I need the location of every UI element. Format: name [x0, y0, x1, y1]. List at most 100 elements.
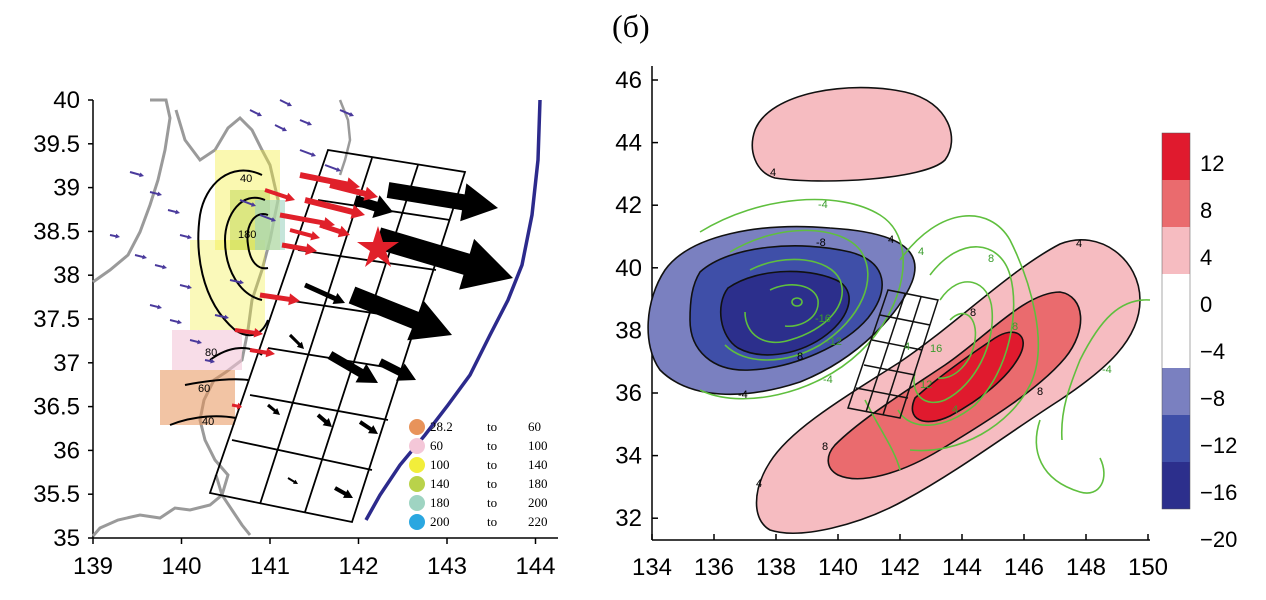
fault-outline-b	[847, 289, 939, 419]
legend-to: 220	[528, 514, 548, 529]
displacement-arrow-blue	[279, 99, 292, 107]
displacement-arrow-red	[289, 228, 320, 241]
contour-label-green: 4	[918, 246, 924, 258]
contour-labels-b: 4 4 -8 8 8 8 -4 8 4 4 -4 4 8 -16 -12 -4 …	[738, 167, 1112, 490]
x-tick-label: 134	[632, 554, 672, 581]
contour-label: 8	[1037, 386, 1043, 398]
x-tick-label: 139	[73, 553, 113, 580]
colorbar-segment	[1162, 227, 1190, 274]
y-tick-label: 39.5	[33, 131, 80, 158]
displacement-arrow-blue	[109, 233, 120, 239]
green-contour	[699, 198, 904, 400]
contour-label: 8	[822, 441, 828, 453]
y-tick-label: 36.5	[33, 394, 80, 421]
displacement-arrow-black	[288, 333, 304, 349]
contour-label: 180	[238, 229, 256, 241]
panel-b-label: (б)	[612, 8, 650, 44]
fault-grid-line	[231, 439, 373, 471]
contour-label-green: 16	[930, 343, 942, 355]
legend-to-word: to	[487, 495, 497, 510]
contour-label-green: -4	[823, 374, 833, 386]
fault-grid-line-b	[882, 296, 922, 416]
displacement-arrow-blue	[129, 171, 144, 178]
colorbar-label: 8	[1200, 198, 1212, 223]
displacement-arrow-black	[358, 420, 378, 434]
colorbar-label: −4	[1200, 339, 1225, 364]
displacement-arrow-blue	[149, 304, 162, 310]
x-tick-label: 146	[1004, 554, 1044, 581]
displacement-arrow-blue	[149, 191, 162, 197]
x-tick-label: 136	[694, 554, 734, 581]
x-tick-label: 143	[427, 553, 467, 580]
displacement-arrow-red	[281, 242, 317, 256]
displacement-arrow-blue	[299, 149, 316, 157]
panel-b-x-ticks: 134 136 138 140 142 144 146 148 150	[632, 534, 1168, 581]
x-tick-label: 144	[942, 554, 982, 581]
legend-from: 140	[430, 476, 450, 491]
legend-swatch	[409, 476, 425, 492]
displacement-arrow-black	[327, 351, 378, 383]
x-tick-label: 141	[250, 553, 290, 580]
y-tick-label: 40	[53, 87, 80, 114]
displacement-arrow-red	[259, 292, 300, 306]
displacement-arrow-blue	[259, 214, 276, 222]
legend-to: 200	[528, 495, 548, 510]
displacement-arrow-blue	[299, 119, 312, 126]
green-contour	[864, 399, 901, 471]
legend-to-word: to	[487, 438, 497, 453]
y-tick-label: 42	[615, 192, 642, 219]
colorbar-segment	[1162, 321, 1190, 368]
contour-label-green: 12	[920, 379, 932, 391]
y-tick-label: 40	[615, 255, 642, 282]
fault-grid-line	[297, 249, 437, 271]
filled-contours	[647, 86, 1141, 534]
displacement-arrow-blue	[179, 284, 192, 290]
coastline-boso	[214, 474, 252, 536]
green-contour	[1060, 299, 1151, 441]
trench-line	[364, 99, 542, 521]
intensity-area-teal	[255, 200, 285, 250]
green-contour	[899, 215, 1040, 452]
legend-from: 28.2	[430, 419, 453, 434]
legend-swatch	[409, 438, 425, 454]
panel-b-y-ticks: 46 44 42 40 38 36 34 32	[615, 67, 658, 532]
displacement-arrow-red	[249, 347, 275, 358]
contour-label: 8	[797, 351, 803, 363]
y-tick-label: 32	[615, 505, 642, 532]
colorbar-label: −12	[1200, 433, 1237, 458]
displacement-arrow-blue	[204, 358, 215, 364]
green-contour	[913, 281, 994, 404]
legend-swatch	[409, 495, 425, 511]
fault-grid-line	[304, 164, 419, 513]
contour-label-green: -4	[1102, 364, 1112, 376]
displacement-arrow-blue	[214, 314, 229, 320]
fault-grid-line-b	[865, 293, 906, 413]
displacement-arrow-red	[234, 328, 263, 338]
displacement-arrow-blue	[274, 124, 287, 132]
legend-swatch	[409, 457, 425, 473]
fault-grid-line-b	[871, 339, 923, 351]
contour-label: 4	[770, 167, 776, 179]
region-positive-north	[751, 86, 953, 182]
x-tick-label: 148	[1066, 554, 1106, 581]
contour-label-green: -4	[818, 199, 828, 211]
fault-grid-line-b	[863, 364, 916, 376]
legend-to: 180	[528, 476, 548, 491]
displacement-arrow-blue	[249, 109, 262, 117]
x-tick-label: 138	[756, 554, 796, 581]
legend-from: 60	[430, 438, 443, 453]
displacement-arrow-black	[378, 358, 416, 381]
green-contour	[724, 229, 869, 361]
x-tick-label: 140	[161, 553, 201, 580]
colorbar-segment	[1162, 180, 1190, 227]
displacement-arrow-blue	[169, 319, 182, 325]
contour-label: 4	[756, 478, 762, 490]
legend-to-word: to	[487, 514, 497, 529]
fault-grid-line	[249, 394, 389, 421]
colorbar-label: 0	[1200, 292, 1212, 317]
legend-from: 180	[430, 495, 450, 510]
displacement-arrow-red	[329, 182, 378, 201]
